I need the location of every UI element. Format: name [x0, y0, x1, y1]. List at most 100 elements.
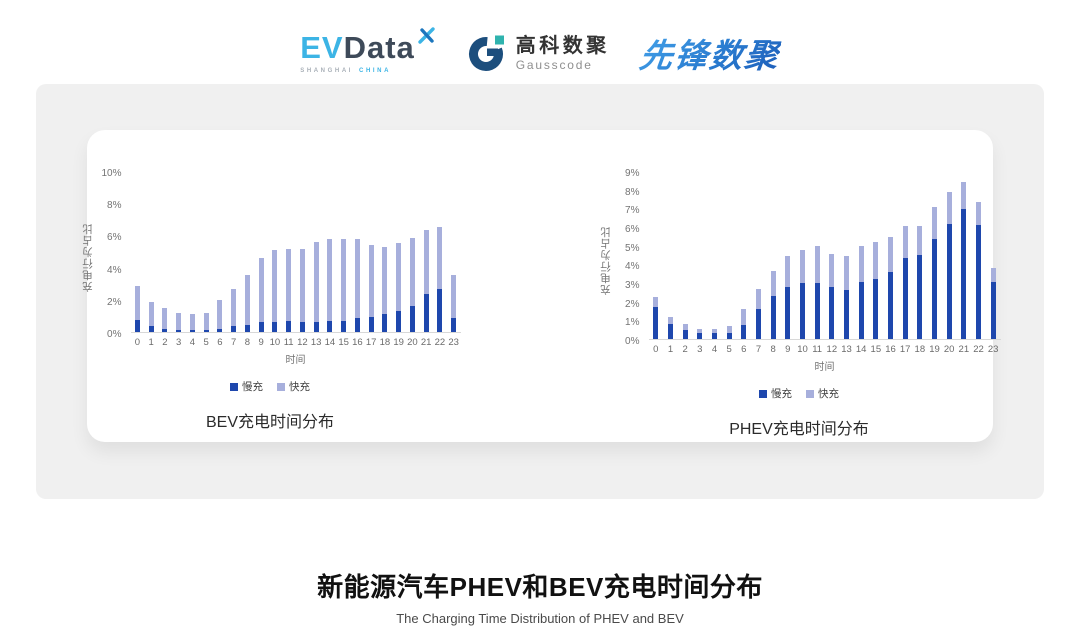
x-tick-label: 11	[812, 344, 823, 355]
bar-segment-slow-charge	[176, 330, 182, 332]
bev-plot-column: 0 1 2 3 4 5 6 7 8 9 10 11 12 13 14 15 16 17 18 19 20 21 22 23 时…	[130, 172, 461, 366]
y-tick-label: 0%	[107, 329, 122, 340]
page: EV Data SHANGHAI CHINA 高科数聚 Gausscode	[36, 27, 1044, 626]
stacked-bar	[354, 172, 360, 332]
bar-segment-fast-charge	[711, 328, 717, 334]
bar-cell	[913, 172, 928, 339]
stacked-bar	[341, 172, 347, 332]
stacked-bar	[961, 172, 967, 339]
bar-cell	[737, 172, 752, 339]
bar-cell	[199, 172, 213, 332]
bar-segment-fast-charge	[244, 275, 250, 325]
stacked-bar	[667, 172, 673, 339]
bar-segment-fast-charge	[873, 241, 879, 279]
bar-cell	[693, 172, 708, 339]
bar-segment-fast-charge	[829, 253, 835, 288]
x-tick-label: 21	[420, 337, 432, 348]
bar-segment-fast-charge	[189, 314, 195, 331]
bar-segment-slow-charge	[382, 314, 388, 332]
bar-segment-fast-charge	[667, 316, 673, 325]
bar-cell	[392, 172, 406, 332]
bar-segment-fast-charge	[354, 239, 360, 319]
legend-label: 慢充	[771, 388, 792, 400]
y-tick-label: 2%	[107, 296, 122, 308]
charts-card: 充电行为占比 0% 2% 4% 6% 8% 10% 0 1 2 3 4 5 6 7 8 9 10 11 12 13 1…	[82, 130, 1001, 442]
x-tick-label: 16	[885, 344, 896, 355]
stacked-bar	[244, 172, 250, 332]
bar-cell	[296, 172, 310, 332]
bar-cell	[883, 172, 898, 339]
charts-panel: 充电行为占比 0% 2% 4% 6% 8% 10% 0 1 2 3 4 5 6 7 8 9 10 11 12 13 1…	[36, 84, 1044, 499]
y-tick-label: 10%	[101, 168, 122, 179]
bar-cell	[172, 172, 186, 332]
bar-cell	[351, 172, 365, 332]
bev-chart-body: 充电行为占比 0% 2% 4% 6% 8% 10% 0 1 2 3 4 5 6 7 8 9 10 11 12 13 1…	[80, 168, 461, 366]
stacked-bar	[682, 172, 688, 339]
bar-segment-fast-charge	[396, 243, 402, 312]
bar-segment-slow-charge	[858, 282, 864, 339]
bar-segment-fast-charge	[368, 244, 374, 317]
x-tick-label: 20	[407, 337, 418, 348]
x-tick-label: 18	[914, 344, 926, 355]
bar-cell	[433, 172, 447, 332]
legend-item: 快充	[806, 386, 839, 401]
y-tick-label: 5%	[625, 242, 640, 254]
main-subtitle: The Charging Time Distribution of PHEV a…	[396, 611, 684, 626]
bar-segment-slow-charge	[682, 329, 688, 339]
bar-segment-fast-charge	[341, 239, 347, 321]
stacked-bar	[176, 172, 182, 332]
x-tick-label: 22	[434, 337, 446, 348]
bar-segment-slow-charge	[711, 333, 717, 339]
bar-segment-fast-charge	[451, 275, 457, 318]
bar-cell	[337, 172, 351, 332]
stacked-bar	[858, 172, 864, 339]
bar-segment-slow-charge	[887, 272, 893, 339]
x-tick-label: 23	[448, 337, 459, 348]
bar-segment-slow-charge	[814, 283, 820, 339]
stacked-bar	[829, 172, 835, 339]
stacked-bar	[726, 172, 732, 339]
legend-swatch	[806, 389, 814, 398]
stacked-bar	[299, 172, 305, 332]
legend-label: 快充	[818, 388, 839, 400]
y-tick-label: 7%	[625, 205, 640, 217]
x-tick-label: 9	[785, 344, 791, 355]
x-tick-label: 3	[175, 337, 182, 348]
chart-title: PHEV充电时间分布	[729, 421, 869, 438]
evdata-spark-icon	[418, 27, 435, 44]
stacked-bar	[423, 172, 429, 332]
x-tick-label: 5	[726, 344, 732, 355]
bar-segment-fast-charge	[887, 236, 893, 273]
y-tick-label: 2%	[625, 298, 640, 310]
stacked-bar	[902, 172, 908, 339]
evdata-logo: EV Data SHANGHAI CHINA	[300, 27, 437, 74]
bar-cell	[854, 172, 869, 339]
y-tick-label: 8%	[625, 186, 640, 198]
stacked-bar	[327, 172, 333, 332]
bar-cell	[781, 172, 796, 339]
evdata-subtext: SHANGHAI CHINA	[300, 68, 437, 74]
bar-segment-slow-charge	[286, 320, 292, 332]
bar-segment-fast-charge	[741, 309, 747, 326]
bar-segment-fast-charge	[770, 271, 776, 297]
bar-segment-slow-charge	[770, 296, 776, 339]
bar-segment-slow-charge	[341, 320, 347, 332]
x-tick-label: 17	[899, 344, 911, 355]
bar-segment-fast-charge	[313, 242, 319, 322]
bar-cell	[241, 172, 255, 332]
bar-cell	[323, 172, 337, 332]
legend-label: 快充	[289, 381, 310, 393]
legend-item: 慢充	[230, 379, 263, 394]
bar-segment-fast-charge	[697, 328, 703, 334]
bar-segment-slow-charge	[134, 320, 140, 332]
bar-segment-fast-charge	[327, 239, 333, 321]
bar-segment-fast-charge	[961, 182, 967, 210]
stacked-bar	[770, 172, 776, 339]
bar-segment-fast-charge	[258, 258, 264, 322]
phev-chart: 充电行为占比 0% 1% 2% 3% 4% 5% 6% 7% 8% 9% 0 1 2 3 4 5 6 7 8 9 10…	[560, 169, 1038, 442]
bar-cell	[810, 172, 825, 339]
bar-cell	[663, 172, 678, 339]
bar-segment-slow-charge	[396, 311, 402, 332]
bar-segment-fast-charge	[162, 308, 168, 329]
bar-segment-slow-charge	[961, 209, 967, 339]
